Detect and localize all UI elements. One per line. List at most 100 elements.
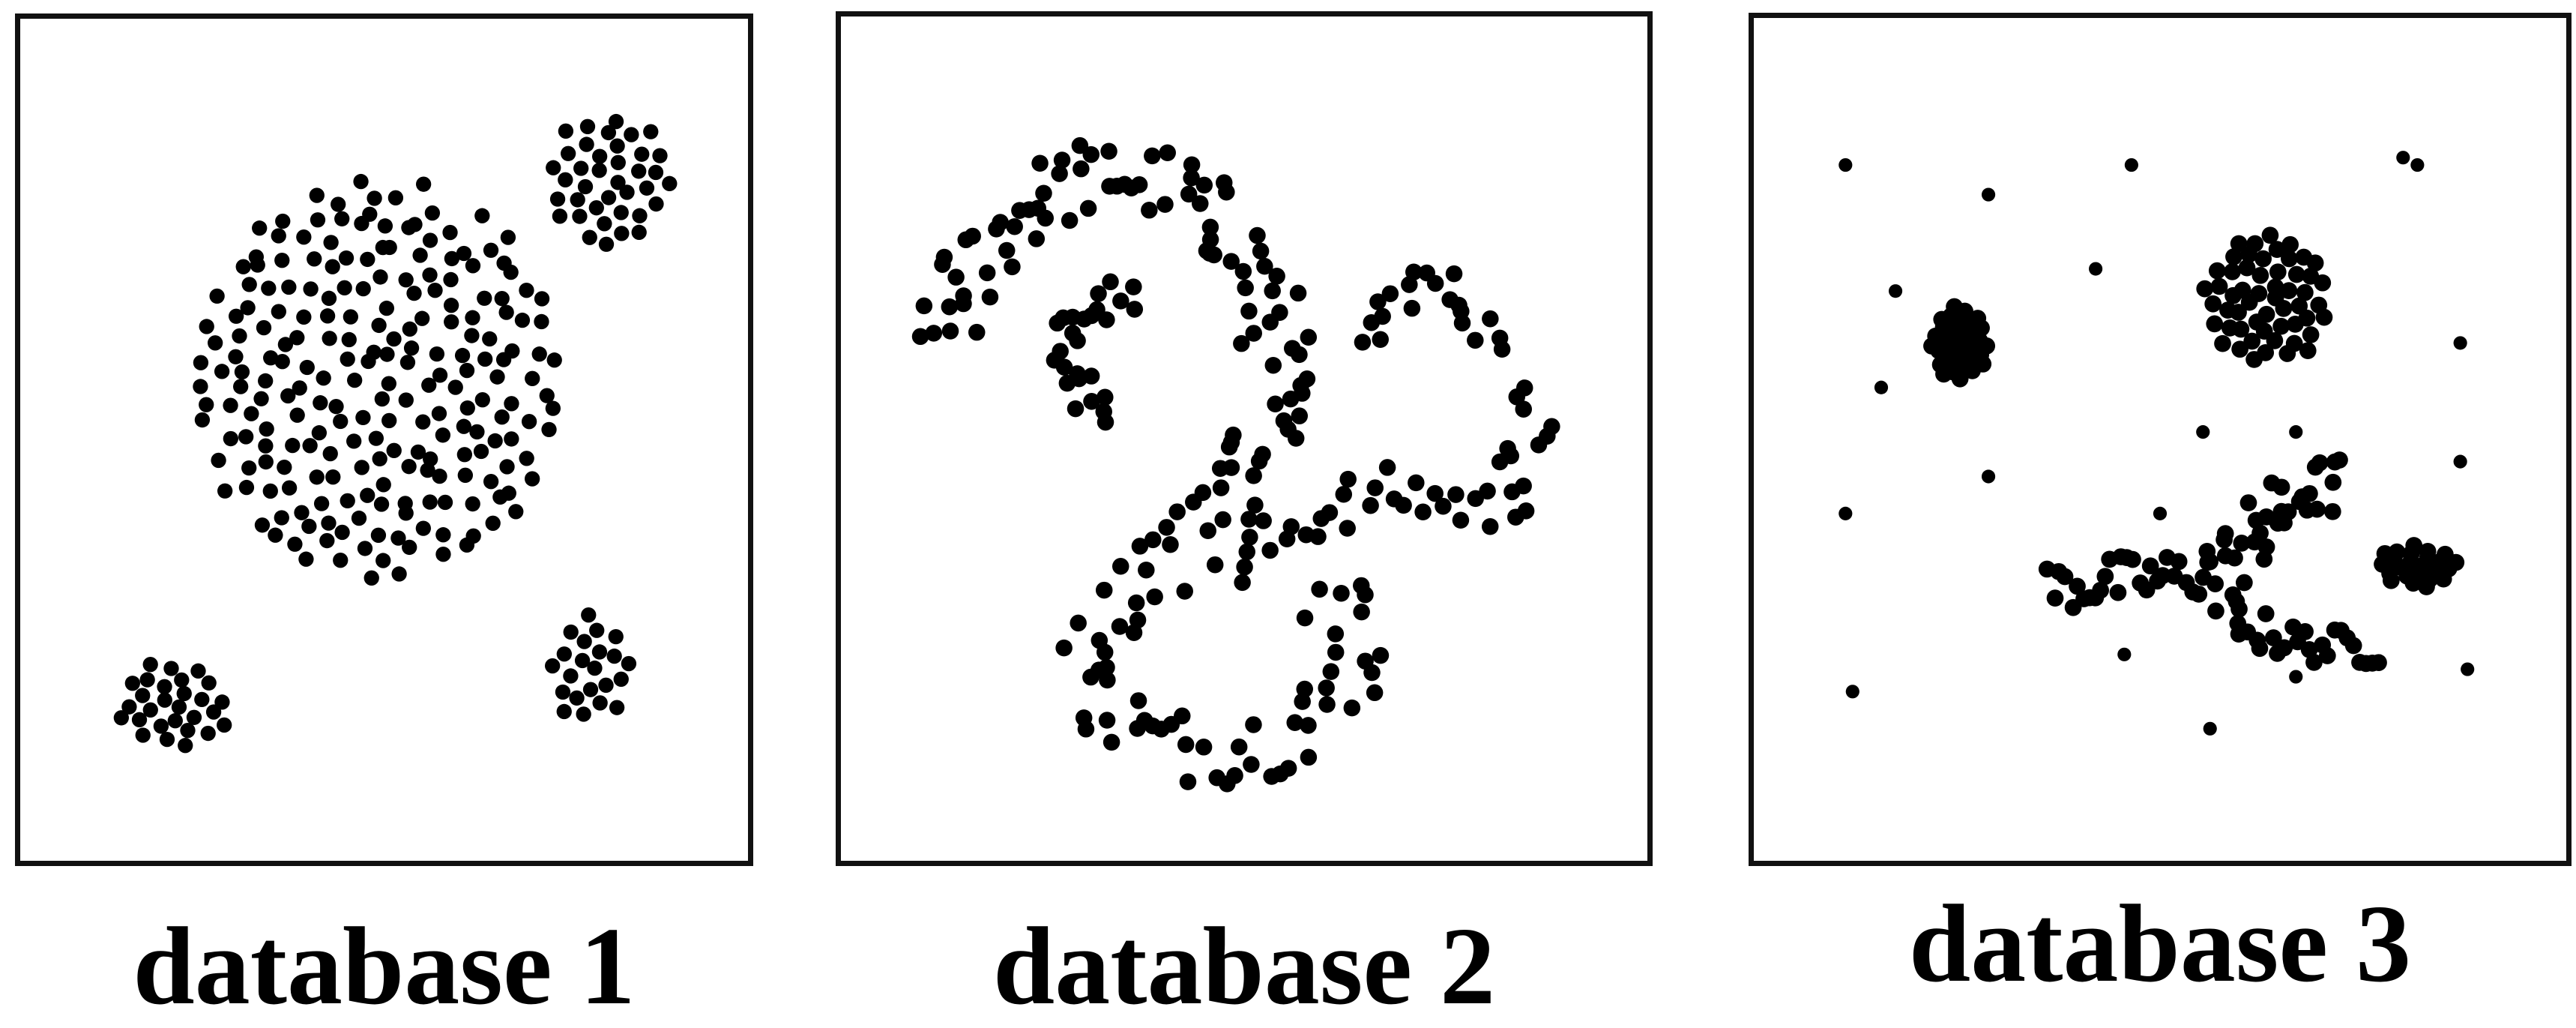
data-point <box>2268 241 2286 259</box>
data-point <box>2096 568 2114 586</box>
data-point <box>142 656 158 673</box>
data-point <box>372 451 387 467</box>
data-point <box>474 391 490 408</box>
data-point <box>1405 263 1423 281</box>
data-point <box>608 113 624 130</box>
data-point <box>1264 282 1281 300</box>
data-point <box>1052 343 1069 360</box>
noise-point <box>1981 187 1996 202</box>
noise-point <box>2453 336 2467 350</box>
cluster-4 <box>113 656 232 754</box>
data-point <box>2281 250 2298 268</box>
data-point <box>2382 571 2400 589</box>
data-point <box>402 539 417 556</box>
data-point <box>662 175 678 192</box>
data-point <box>1250 452 1268 470</box>
data-point <box>2318 647 2336 664</box>
data-point <box>632 208 648 223</box>
data-point <box>1031 154 1049 172</box>
data-point <box>1069 365 1086 382</box>
data-point <box>1296 680 1314 698</box>
data-point <box>252 220 268 236</box>
data-point <box>574 652 591 669</box>
data-point <box>268 527 283 543</box>
data-point <box>1131 538 1149 555</box>
data-point <box>340 493 355 509</box>
data-point <box>263 350 279 366</box>
data-point <box>1369 293 1387 310</box>
data-point <box>1287 430 1305 447</box>
data-point <box>456 447 473 463</box>
data-point <box>415 414 431 430</box>
data-point <box>386 442 402 458</box>
data-point <box>1077 721 1095 738</box>
data-point <box>2298 309 2316 327</box>
data-point <box>1111 618 1129 635</box>
data-point <box>464 328 480 343</box>
data-point <box>2109 583 2127 601</box>
data-point <box>524 471 540 487</box>
data-point <box>1141 202 1158 219</box>
data-point <box>2434 570 2452 588</box>
data-point <box>362 206 378 222</box>
data-point <box>321 290 337 307</box>
data-point <box>1095 403 1112 421</box>
data-point <box>1130 176 1148 193</box>
data-point <box>1322 663 1340 680</box>
data-point <box>941 322 959 340</box>
data-point <box>610 154 626 170</box>
noise-point <box>2196 425 2210 439</box>
data-point <box>1261 313 1279 331</box>
data-point <box>435 547 451 562</box>
data-point <box>217 483 233 499</box>
data-point <box>1222 253 1240 270</box>
data-point <box>277 337 294 352</box>
data-point <box>1291 407 1308 424</box>
data-point <box>240 300 256 316</box>
scatter-plot-database-3 <box>1839 151 2475 736</box>
data-point <box>1286 714 1303 731</box>
data-point <box>374 391 390 407</box>
data-point <box>613 205 629 220</box>
data-point <box>337 280 352 295</box>
data-point <box>1098 658 1115 676</box>
data-point <box>582 682 599 697</box>
data-point <box>1366 684 1384 702</box>
data-point <box>619 184 635 200</box>
data-point <box>2069 577 2086 595</box>
data-point <box>1102 273 1119 291</box>
data-point <box>340 351 355 367</box>
data-point <box>1408 474 1425 492</box>
data-point <box>2141 557 2159 575</box>
data-point <box>588 199 604 216</box>
data-point <box>354 460 369 475</box>
data-point <box>422 494 438 510</box>
data-point <box>1517 502 1535 520</box>
data-point <box>176 685 192 702</box>
caption-database-1: database 1 <box>133 905 636 1028</box>
data-point <box>322 331 337 346</box>
data-point <box>2046 589 2064 607</box>
data-point <box>570 192 585 208</box>
data-point <box>1220 438 1238 456</box>
cluster-2 <box>1923 298 1996 388</box>
data-point <box>381 376 396 391</box>
data-point <box>131 712 148 728</box>
data-point <box>454 347 471 364</box>
data-point <box>299 359 315 376</box>
data-point <box>377 218 393 234</box>
data-point <box>234 364 250 380</box>
data-point <box>379 346 395 362</box>
data-point <box>275 213 291 229</box>
data-point <box>2266 278 2284 296</box>
data-point <box>1127 594 1145 612</box>
data-point <box>609 138 625 154</box>
data-point <box>309 187 325 203</box>
noise-point <box>1874 380 1889 394</box>
data-point <box>399 355 416 370</box>
data-point <box>346 433 362 449</box>
data-point <box>1333 584 1350 602</box>
data-point <box>355 280 371 297</box>
data-point <box>373 496 390 512</box>
data-point <box>581 607 597 623</box>
